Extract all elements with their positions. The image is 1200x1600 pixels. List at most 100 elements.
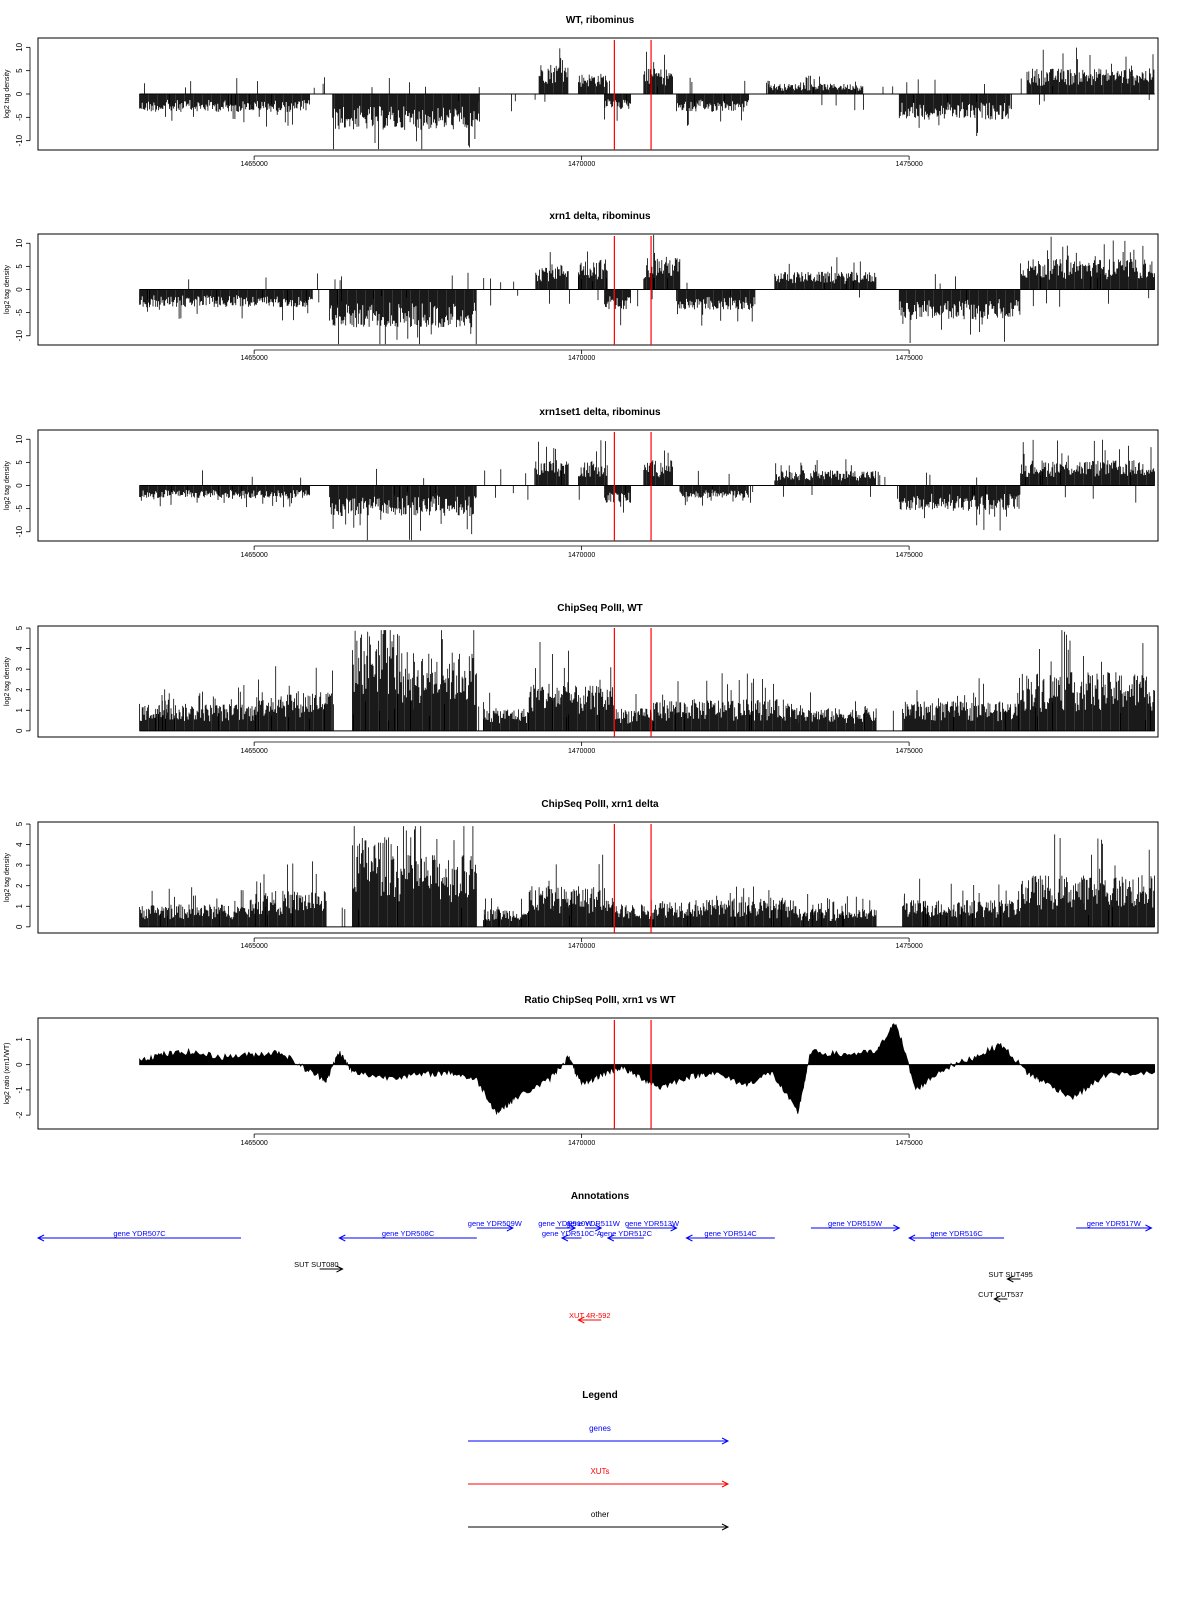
chart-panel-6: Ratio ChipSeq PolII, xrn1 vs WT -2 -1 0 1 log… (4, 995, 1159, 1147)
y-tick-label: 1 (15, 708, 24, 713)
annotation-label: XUT 4R-592 (569, 1311, 611, 1320)
x-tick-label: 1475000 (895, 748, 922, 755)
x-tick-label: 1465000 (241, 943, 268, 950)
legend-arrowhead (721, 1480, 730, 1488)
arrowhead (670, 1224, 678, 1232)
y-tick-label: 0 (15, 728, 24, 733)
y-tick-label: -10 (15, 329, 24, 341)
y-axis-label: log2 tag density (4, 460, 11, 510)
y-tick-label: -5 (15, 113, 24, 121)
x-tick-label: 1470000 (568, 552, 595, 559)
annotation-label: gene YDR516C (930, 1229, 983, 1238)
arrowhead (506, 1224, 514, 1232)
signal-bars (139, 47, 1155, 150)
annotation-label: gene YDR513W (625, 1219, 680, 1228)
legend-arrowhead (721, 1523, 730, 1531)
signal-bars (139, 630, 1155, 731)
y-tick-label: 10 (15, 434, 24, 443)
arrowhead (560, 1234, 569, 1242)
annotation-label: gene YDR512C (600, 1229, 653, 1238)
plot-frame (37, 821, 1159, 934)
plot-frame (37, 625, 1159, 738)
y-tick-label: 5 (15, 68, 24, 73)
chart-panel-5: ChipSeq PolII, xrn1 delta 0 1 2 3 4 5 log2 tag … (4, 799, 1159, 950)
y-axis-label: log2 tag density (4, 852, 11, 902)
chart-title: ChipSeq PolII, xrn1 delta (541, 799, 659, 810)
y-tick-label: -10 (15, 134, 24, 146)
annotation-label: gene YDR511W (566, 1219, 620, 1228)
annotation-label: SUT SUT495 (988, 1270, 1032, 1279)
y-tick-label: 1 (15, 904, 24, 909)
arrowhead (606, 1234, 615, 1242)
y-axis-label: log2 tag density (4, 69, 11, 119)
x-tick-label: 1475000 (895, 552, 922, 559)
plot-frame (37, 1017, 1159, 1130)
y-tick-label: -10 (15, 525, 24, 537)
x-tick-label: 1465000 (241, 355, 268, 362)
y-tick-label: 2 (15, 883, 24, 888)
arrowhead (893, 1224, 901, 1232)
annotation-label: SUT SUT080 (294, 1260, 338, 1269)
annotation-label: gene YDR507C (113, 1229, 166, 1238)
x-tick-label: 1465000 (241, 748, 268, 755)
annotation-label: gene YDR509W (468, 1219, 523, 1228)
legend-arrowhead (721, 1437, 730, 1445)
chart-panel-4: ChipSeq PolII, WT 0 1 2 3 4 5 log2 tag density 1… (4, 603, 1159, 755)
signal-bars (139, 439, 1155, 541)
x-tick-label: 1470000 (568, 748, 595, 755)
y-tick-label: -5 (15, 505, 24, 513)
arrowhead (907, 1234, 916, 1242)
ratio-area (139, 1023, 1155, 1116)
chart-title: xrn1set1 delta, ribominus (539, 407, 661, 418)
annotations-panel: Annotations gene YDR507C gene YDR508C gene … (36, 1191, 1153, 1324)
y-tick-label: 2 (15, 687, 24, 692)
chart-title: WT, ribominus (566, 15, 635, 26)
y-tick-label: -5 (15, 309, 24, 317)
x-tick-label: 1475000 (895, 1140, 922, 1147)
arrowhead (1145, 1224, 1153, 1232)
arrowhead (36, 1234, 45, 1242)
arrowhead (336, 1265, 344, 1273)
arrowhead (1006, 1275, 1014, 1283)
x-tick-label: 1465000 (241, 1140, 268, 1147)
x-tick-label: 1465000 (241, 161, 268, 168)
arrowhead (595, 1224, 603, 1232)
y-tick-label: 10 (15, 42, 24, 51)
x-tick-label: 1475000 (895, 355, 922, 362)
legend-label: XUTs (590, 1467, 609, 1476)
annotation-label: CUT CUT537 (978, 1290, 1023, 1299)
chart-title: Ratio ChipSeq PolII, xrn1 vs WT (524, 995, 675, 1006)
y-tick-label: 0 (15, 483, 24, 488)
arrowhead (577, 1316, 585, 1324)
chart-title: ChipSeq PolII, WT (557, 603, 643, 614)
y-tick-label: 5 (15, 460, 24, 465)
annotation-label: gene YDR508C (382, 1229, 435, 1238)
y-tick-label: 5 (15, 625, 24, 630)
arrowhead (568, 1224, 577, 1232)
signal-bars (139, 826, 1155, 927)
legend-label: other (591, 1510, 610, 1519)
annotation-label: gene YDR510C-A (542, 1229, 602, 1238)
y-axis-label: log2 ratio (xrn1/WT) (4, 1043, 11, 1105)
signal-bars (139, 234, 1155, 345)
x-tick-label: 1470000 (568, 161, 595, 168)
x-tick-label: 1465000 (241, 552, 268, 559)
annotation-label: gene YDR510W (538, 1219, 593, 1228)
y-tick-label: 1 (15, 1037, 24, 1042)
plot-frame (37, 37, 1159, 151)
y-tick-label: -1 (15, 1086, 24, 1094)
y-axis-label: log2 tag density (4, 656, 11, 706)
annotations-title: Annotations (571, 1191, 630, 1202)
y-tick-label: 0 (15, 924, 24, 929)
y-tick-label: 3 (15, 862, 24, 867)
y-tick-label: 4 (15, 842, 24, 847)
x-tick-label: 1470000 (568, 943, 595, 950)
arrowhead (338, 1234, 346, 1242)
arrowhead (685, 1234, 693, 1242)
y-tick-label: 3 (15, 666, 24, 671)
y-tick-label: 5 (15, 264, 24, 269)
plot-frame (37, 429, 1159, 542)
annotation-label: gene YDR515W (828, 1219, 883, 1228)
y-tick-label: 4 (15, 646, 24, 651)
